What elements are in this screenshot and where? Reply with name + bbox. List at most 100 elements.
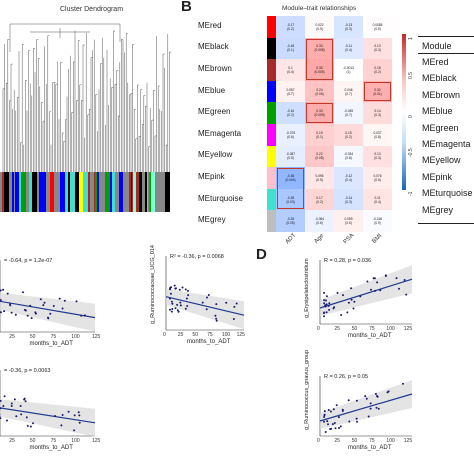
confidence-band [166, 288, 244, 330]
cell-value: -0.28 [286, 195, 295, 200]
data-point [176, 303, 179, 306]
module-color-block [151, 172, 156, 212]
cell-value: 0.14 [374, 109, 381, 114]
cell-value: 0.15 [345, 130, 352, 135]
cell-pvalue: (0.4) [374, 199, 381, 204]
module-color-block [155, 172, 159, 212]
module-color-block [9, 172, 12, 212]
heatmap-cell: 0.11 (0.4) [363, 188, 392, 211]
module-color-block [32, 172, 36, 212]
cell-pvalue: (0.3) [374, 48, 381, 53]
colorbar-tick: 1 [408, 37, 414, 40]
heatmap-cell: -0.18 (0.1) [276, 37, 305, 60]
heatmap-cell: -0.0013 (1) [334, 59, 363, 81]
cell-value: 0.33 [316, 44, 323, 49]
cell-value: -0.12 [344, 173, 353, 178]
cell-pvalue: (0.03) [286, 199, 295, 204]
correlation-stat: R = 0.26, p = 0.05 [324, 374, 369, 380]
data-point [348, 420, 351, 423]
data-point [26, 424, 29, 427]
x-tick-label: 0 [317, 326, 320, 332]
data-point [334, 427, 337, 430]
data-point [395, 277, 398, 280]
cell-pvalue: (0.4) [345, 48, 352, 53]
data-point [364, 395, 367, 398]
module-color-block [144, 172, 147, 212]
data-point [352, 307, 355, 310]
data-point [339, 425, 342, 428]
module-table-row: MEpink [422, 171, 453, 182]
module-color-block [4, 172, 10, 212]
module-swatch-MEpink [267, 167, 276, 189]
heatmap-title: Module–trait relationships [282, 5, 357, 12]
data-point [9, 303, 11, 306]
heatmap-cell: -0.018 (0.9) [363, 210, 392, 232]
module-color-block [90, 172, 94, 212]
heatmap-cell: 0.15 (0.2) [334, 124, 363, 146]
module-label-MEmagenta: MEmagenta [198, 128, 242, 138]
module-swatch-MEturquoise [267, 188, 276, 211]
module-color-block [25, 172, 30, 212]
cell-value: -0.36 [286, 173, 295, 178]
data-point [338, 427, 340, 429]
x-tick-label: 100 [71, 334, 80, 340]
x-axis-label: months_to_ADT [29, 341, 73, 347]
cell-pvalue: (0.6) [287, 134, 294, 139]
module-color-block [58, 172, 61, 212]
scatter-plot-c2: R² = -0.36, p = 0.0068 0 25 50 75 100 125 month… [136, 245, 248, 372]
data-point [205, 308, 208, 311]
data-point [67, 410, 70, 413]
y-axis-label: g_Ruminococcaceae_UCG_014 [150, 245, 156, 324]
data-point [63, 299, 66, 302]
module-table-row: MEbrown [422, 89, 461, 100]
cell-pvalue: (0.7) [345, 91, 352, 96]
cell-pvalue: (0.7) [345, 113, 352, 118]
heatmap-cell: -0.045 (0.7) [334, 102, 363, 124]
cell-value: -0.11 [344, 44, 353, 49]
data-point [225, 301, 228, 304]
module-color-block [46, 172, 50, 212]
data-point [2, 288, 5, 291]
data-point [187, 294, 190, 297]
heatmap-cell: 0.059 (0.6) [334, 210, 363, 232]
cell-value: 0.096 [315, 173, 324, 178]
significance-box [364, 81, 391, 102]
data-point [61, 307, 64, 310]
module-color-block [78, 172, 83, 212]
module-color-block [95, 172, 97, 212]
data-point [3, 395, 6, 398]
module-color-block [135, 172, 139, 212]
data-point [22, 291, 24, 294]
x-tick-label: 75 [207, 332, 213, 338]
module-label-MEbrown: MEbrown [198, 64, 232, 73]
data-point [398, 287, 400, 290]
heatmap-cell: 0.17 (0.2) [305, 188, 334, 211]
cell-pvalue: (0.4) [345, 177, 352, 182]
data-point [80, 314, 83, 317]
module-color-block [82, 172, 88, 212]
data-point [30, 317, 33, 320]
module-swatch-MEbrown [267, 59, 276, 81]
cell-pvalue: (0.08) [315, 156, 324, 161]
cell-pvalue: (0.2) [287, 113, 294, 118]
cell-value: -0.17 [286, 22, 295, 27]
data-point [0, 417, 2, 420]
x-tick-label: 50 [351, 326, 358, 332]
heatmap-cell: 0.32 (0.01) [363, 80, 392, 103]
cell-value: 0.13 [374, 44, 381, 49]
x-tick-label: 0 [163, 332, 166, 338]
data-point [6, 419, 8, 422]
module-color-block [133, 172, 136, 212]
data-point [73, 429, 76, 432]
data-point [373, 277, 376, 280]
cell-pvalue: (0.6) [316, 221, 323, 226]
data-point [341, 410, 344, 412]
x-tick-label: 100 [386, 438, 395, 444]
module-color-block [161, 172, 166, 212]
module-label-MEblue: MEblue [198, 85, 226, 95]
heatmap-cell: -0.25 (0.05) [276, 210, 305, 232]
axis-lines [0, 370, 95, 437]
data-point [43, 301, 46, 304]
data-point [332, 408, 335, 411]
x-tick-label: 75 [369, 326, 375, 332]
